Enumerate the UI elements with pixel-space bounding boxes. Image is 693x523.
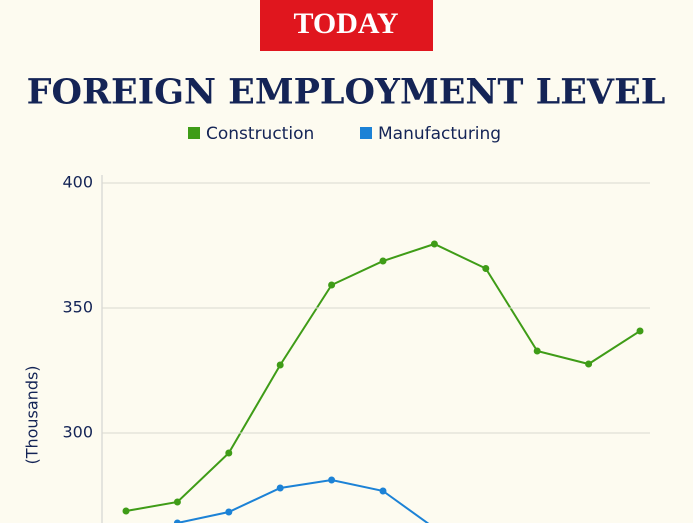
data-point — [276, 484, 284, 492]
brand-box — [260, 0, 433, 51]
y-tick-label: 400 — [62, 173, 93, 192]
data-point — [225, 449, 233, 457]
data-point — [173, 519, 181, 523]
data-point — [276, 361, 284, 369]
data-point — [585, 360, 593, 368]
data-point — [533, 347, 541, 355]
y-axis-label: (Thousands) — [23, 365, 42, 464]
data-point — [379, 487, 387, 495]
data-point — [122, 507, 130, 515]
series-line — [125, 242, 641, 512]
data-point — [328, 281, 336, 289]
legend-label: Manufacturing — [378, 124, 501, 144]
legend-swatch — [188, 127, 200, 139]
legend-label: Construction — [206, 124, 314, 144]
y-tick-label: 350 — [62, 298, 93, 317]
data-point — [379, 257, 387, 265]
data-point — [173, 498, 181, 506]
brand: TODAY — [293, 7, 398, 40]
chart-title: FOREIGN EMPLOYMENT LEVEL — [27, 72, 666, 113]
data-point — [225, 508, 233, 516]
data-point — [328, 476, 336, 484]
data-point — [430, 240, 438, 248]
data-point — [482, 265, 490, 272]
y-tick-label: 300 — [62, 423, 93, 442]
legend-swatch — [360, 127, 372, 139]
data-point — [636, 327, 644, 335]
